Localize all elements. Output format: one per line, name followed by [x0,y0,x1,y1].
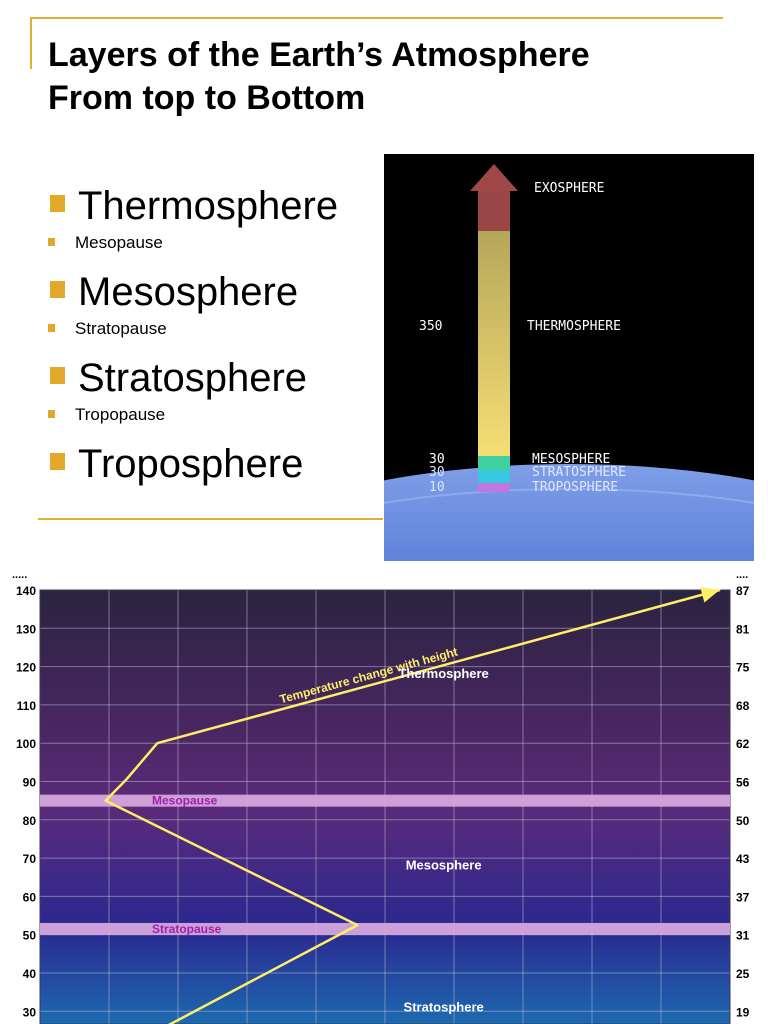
temperature-line [104,588,720,1024]
pause-band-label: Mesopause [152,794,218,808]
mesosphere-label: MESOSPHERE [532,452,610,467]
right-axis-tick-label: 43 [736,852,750,866]
right-axis-tick-label: 81 [736,622,750,636]
stratosphere-label: STRATOSPHERE [532,465,626,480]
arrow-head-icon [700,587,720,603]
left-axis-tick-label: 30 [23,1005,37,1019]
right-axis-tick-label: 50 [736,814,750,828]
earth-horizon-line [384,488,754,504]
mesosphere-band [478,456,510,470]
earth-surface [384,464,754,561]
left-axis-tick-label: 50 [23,929,37,943]
title-top-rule [30,17,723,19]
right-axis-tick-label: 19 [736,1005,750,1019]
layer-bullet-list: Thermosphere Mesopause Mesosphere Strato… [48,182,378,488]
right-axis-tick-label: 56 [736,776,750,790]
pause-band-label: Stratopause [152,922,222,936]
temperature-profile-chart: Mesopause Stratopause 140 130 120 110 100 90 80… [0,568,768,1024]
left-axis-tick-label: 110 [17,699,37,713]
right-axis-corner-label: .... [736,569,748,581]
plot-frame [39,589,731,1024]
bullet-troposphere: Troposphere [48,440,378,488]
left-axis-tick-label: 40 [23,967,37,981]
pause-band [40,922,730,935]
bullet-text: Stratosphere [78,356,308,400]
bullet-stratopause: Stratopause [48,318,378,340]
thermosphere-altitude: 350 [419,319,442,334]
left-axis-tick-label: 80 [23,814,37,828]
bullet-text: Troposphere [78,442,304,486]
troposphere-altitude: 10 [429,480,445,495]
region-label: Stratosphere [404,999,484,1014]
bullet-square-icon [48,324,55,332]
temperature-point [104,799,107,802]
left-axis-tick-label: 130 [16,622,36,636]
atmosphere-layers-svg: EXOSPHERE 350 THERMOSPHERE 30 MESOSPHERE… [384,154,754,561]
right-axis-tick-label: 87 [736,584,750,598]
atmosphere-layers-image: EXOSPHERE 350 THERMOSPHERE 30 MESOSPHERE… [384,154,754,561]
title-left-rule [30,17,32,69]
left-axis-tick-label: 100 [16,737,36,751]
left-axis-tick-label: 120 [16,661,36,675]
temperature-point [125,778,128,781]
bullet-bottom-rule [38,518,383,520]
left-axis-tick-label: 70 [23,852,37,866]
left-axis-tick-label: 60 [23,890,37,904]
exosphere-arrow-shaft [478,189,510,231]
bullet-square-icon [48,238,55,246]
mesosphere-altitude: 30 [429,452,445,467]
left-axis-tick-label: 140 [16,584,36,598]
stratosphere-altitude: 30 [429,465,445,480]
right-axis-tick-label: 31 [736,929,750,943]
troposphere-label: TROPOSPHERE [532,480,618,495]
temperature-point [156,742,159,744]
thermosphere-label: THERMOSPHERE [527,319,621,334]
slide-title-line-2: From top to Bottom [48,79,366,117]
bullet-square-icon [50,453,65,470]
left-axis-tick-label: 90 [23,776,37,790]
left-axis-corner-label: ..... [12,569,27,581]
region-label: Thermosphere [398,666,488,681]
right-axis-tick-label: 75 [736,661,750,675]
troposphere-band [478,483,510,492]
stratosphere-band [478,470,510,483]
bullet-text: Thermosphere [78,184,339,228]
exosphere-label: EXOSPHERE [534,181,604,196]
bullet-stratosphere: Stratosphere [48,354,378,402]
right-axis-tick-label: 68 [736,699,750,713]
bullet-text: Mesopause [75,233,163,252]
bullet-text: Mesosphere [78,270,299,314]
bullet-square-icon [50,367,65,384]
bullet-square-icon [50,281,65,298]
up-arrow-icon [470,164,518,191]
bullet-text: Stratopause [75,319,167,338]
bullet-text: Tropopause [75,405,166,424]
bullet-thermosphere: Thermosphere [48,182,378,230]
right-axis-tick-label: 37 [736,890,750,904]
bullet-square-icon [50,195,65,212]
pause-band [40,794,730,807]
region-label: Mesosphere [406,858,482,873]
slide-title: Layers of the Earth’s Atmosphere From to… [48,34,728,120]
temperature-point [356,924,359,926]
bullet-tropopause: Tropopause [48,404,378,426]
right-axis-tick-label: 62 [736,737,750,751]
right-axis-tick-label: 25 [736,967,750,981]
bullet-square-icon [48,410,55,418]
temperature-profile-svg: Mesopause Stratopause 140 130 120 110 100 90 80… [12,569,750,1024]
slide-title-line-1: Layers of the Earth’s Atmosphere [48,36,590,74]
bullet-mesopause: Mesopause [48,232,378,254]
thermosphere-column [478,231,510,456]
bullet-mesosphere: Mesosphere [48,268,378,316]
